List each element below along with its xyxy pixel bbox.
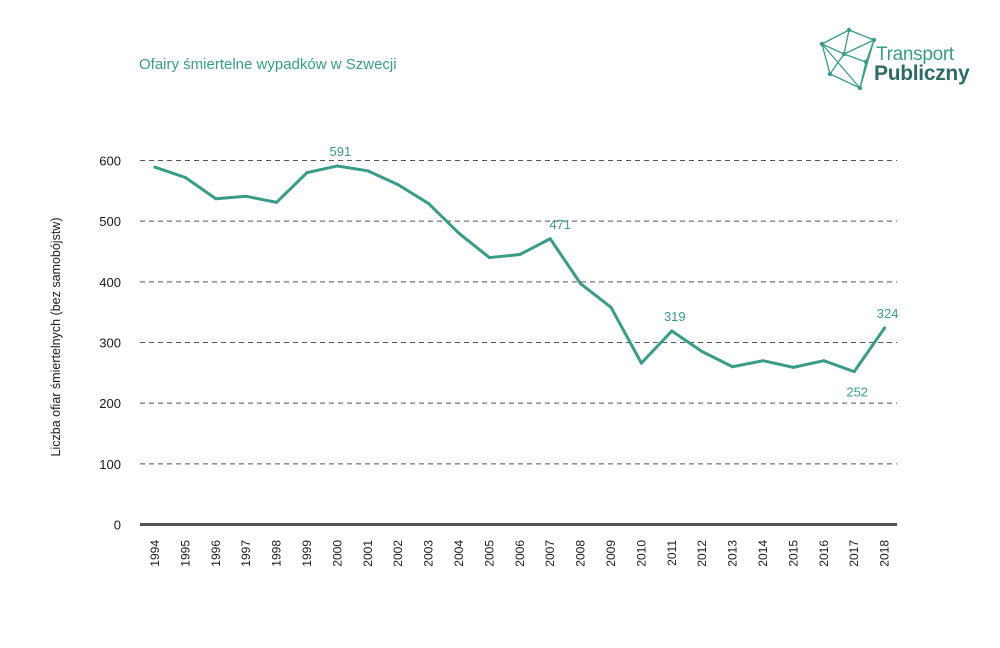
- series-line: [153, 164, 887, 374]
- data-point-1997: [244, 194, 248, 198]
- x-tick-label: 2000: [330, 540, 344, 567]
- x-tick-label: 1995: [178, 540, 192, 567]
- axes: 0 100 200 300 400 500 600 1994 1995 1996 1997 1998 1…: [99, 154, 897, 567]
- data-point-1996: [214, 197, 218, 201]
- data-point-2002: [396, 183, 400, 187]
- data-point-2016: [822, 359, 826, 363]
- data-point-1998: [275, 200, 279, 204]
- data-point-1999: [305, 171, 309, 175]
- x-tick-label: 2014: [756, 540, 770, 567]
- x-tick-label: 2015: [786, 540, 800, 567]
- y-tick-label: 600: [99, 154, 121, 169]
- data-label-2017: 252: [846, 385, 868, 400]
- data-point-2001: [366, 169, 370, 173]
- data-point-2010: [639, 361, 643, 365]
- x-tick-label: 2009: [604, 540, 618, 567]
- data-point-2004: [457, 231, 461, 235]
- x-tick-label: 2017: [847, 540, 861, 567]
- y-tick-label: 500: [99, 214, 121, 229]
- data-point-2015: [791, 365, 795, 369]
- y-tick-label: 0: [114, 518, 121, 533]
- x-tick-label: 1994: [148, 540, 162, 567]
- network-logo-icon: [819, 27, 877, 91]
- data-point-2018: [883, 326, 887, 330]
- y-axis-label: Liczba ofiar śmiertelnych (bez samobójst…: [49, 218, 63, 457]
- data-point-2011: [670, 329, 674, 333]
- x-tick-label: 2007: [543, 540, 557, 567]
- data-point-2005: [487, 256, 491, 260]
- x-tick-label: 2003: [422, 540, 436, 567]
- logo-text-publiczny: Publiczny: [874, 62, 970, 85]
- logo-text-transport: Transport: [876, 44, 954, 65]
- x-tick-label: 2011: [665, 540, 679, 566]
- x-tick-label: 1998: [270, 540, 284, 567]
- data-point-1995: [183, 175, 187, 179]
- data-point-2013: [731, 365, 735, 369]
- y-tick-label: 200: [99, 396, 121, 411]
- data-point-2006: [518, 253, 522, 257]
- y-tick-label: 400: [99, 275, 121, 290]
- series: [153, 164, 887, 374]
- chart-title: Ofairy śmiertelne wypadków w Szwecji: [139, 56, 397, 73]
- data-point-2014: [761, 359, 765, 363]
- data-point-2007: [548, 237, 552, 241]
- data-label-2018: 324: [877, 306, 899, 321]
- x-tick-label: 2005: [482, 540, 496, 567]
- transport-publiczny-logo: Transport Publiczny: [818, 24, 988, 94]
- data-point-1994: [153, 165, 157, 169]
- x-tick-label: 2006: [513, 540, 527, 567]
- x-tick-label: 2016: [817, 540, 831, 567]
- x-tick-label: 1997: [239, 540, 253, 567]
- x-tick-label: 2013: [726, 540, 740, 567]
- data-point-2012: [700, 350, 704, 354]
- y-tick-label: 300: [99, 336, 121, 351]
- data-point-2003: [427, 202, 431, 206]
- x-tick-label: 1996: [209, 540, 223, 567]
- data-label-2011: 319: [664, 309, 686, 324]
- x-tick-label: 2002: [391, 540, 405, 567]
- x-tick-label: 2004: [452, 540, 466, 567]
- x-tick-label: 2008: [574, 540, 588, 567]
- x-tick-label: 2012: [695, 540, 709, 567]
- data-point-2008: [579, 282, 583, 286]
- x-tick-label: 2001: [361, 540, 375, 567]
- data-label-2007: 471: [549, 217, 571, 232]
- x-tick-label: 2010: [634, 540, 648, 567]
- x-tick-label: 1999: [300, 540, 314, 567]
- data-point-2017: [852, 370, 856, 374]
- data-point-2000: [335, 164, 339, 168]
- y-tick-label: 100: [99, 457, 121, 472]
- data-labels: 591 471 319 252 324: [330, 144, 899, 400]
- gridlines: [140, 160, 897, 465]
- data-point-2009: [609, 305, 613, 309]
- data-label-2000: 591: [330, 144, 352, 159]
- x-tick-label: 2018: [878, 540, 892, 567]
